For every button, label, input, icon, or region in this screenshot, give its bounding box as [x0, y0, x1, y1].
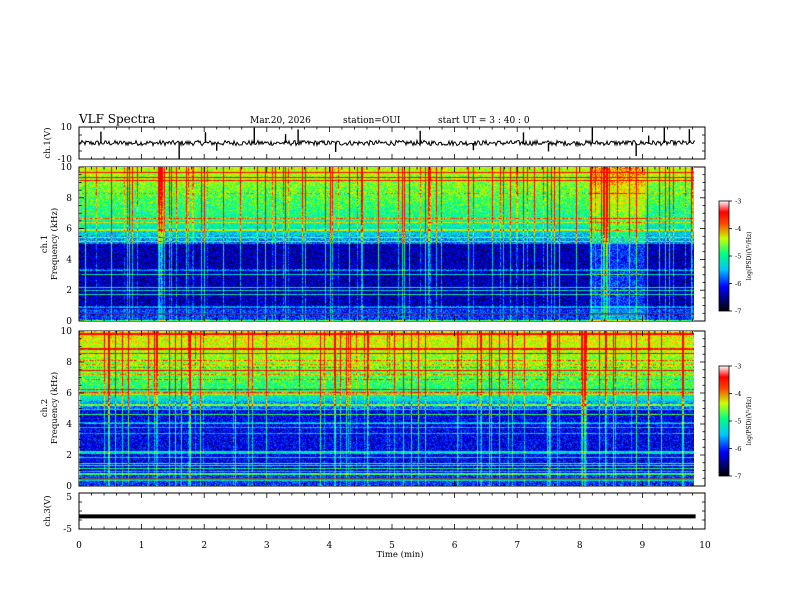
colorbar-tick-label: -6 [735, 280, 741, 288]
colorbar-tick-label: -5 [735, 418, 741, 426]
x-tick-label: 1 [139, 541, 145, 551]
x-tick-label: 9 [640, 541, 646, 551]
colorbar-tick-label: -5 [735, 253, 741, 261]
ch2-colorbar: -3 -4 -5 -6 -7 log(PSD)(V²/Hz) [719, 363, 753, 481]
ch2-spectrogram-panel: 0 2 4 6 8 10 ch.2 Frequency (kHz) [40, 327, 705, 492]
ch2-colorbar-label: log(PSD)(V²/Hz) [746, 397, 753, 446]
y-tick-label: 0 [66, 317, 72, 327]
x-tick-label: 7 [514, 541, 520, 551]
ch1-ytick-top: 10 [61, 123, 73, 133]
y-tick-label: 4 [66, 255, 72, 265]
y-tick-label: 10 [61, 163, 73, 173]
ch1-spec-ylabel: Frequency (kHz) [49, 208, 60, 280]
ch1-ylabel: ch.1(V) [42, 127, 53, 158]
figure: VLF Spectra Mar.20, 2026 station=OUI sta… [0, 0, 792, 612]
colorbar-tick-label: -7 [735, 308, 741, 316]
colorbar-tick-label: -3 [735, 198, 741, 206]
x-axis-label: Time (min) [376, 549, 423, 560]
y-tick-label: 8 [66, 194, 72, 204]
x-tick-label: 2 [201, 541, 207, 551]
ch1-spectrogram-panel: 0 2 4 6 8 10 ch.1 Frequency (kHz) [40, 163, 705, 327]
ch3-ylabel: ch.3(V) [42, 495, 53, 526]
colorbar-tick-label: -4 [735, 390, 741, 398]
y-tick-label: 8 [66, 358, 72, 368]
colorbar-tick-label: -4 [735, 225, 741, 233]
y-tick-label: 6 [66, 389, 72, 399]
ch1-colorbar-label: log(PSD)(V²/Hz) [746, 232, 753, 281]
x-tick-label: 4 [327, 541, 333, 551]
y-tick-label: 2 [66, 286, 72, 296]
x-tick-label: 3 [264, 541, 270, 551]
ch1-colorbar: -3 -4 -5 -6 -7 log(PSD)(V²/Hz) [719, 198, 753, 316]
header-date: Mar.20, 2026 [250, 116, 311, 126]
chart-title: VLF Spectra [78, 112, 155, 126]
x-tick-label: 0 [76, 541, 82, 551]
header-start-time: start UT = 3 : 40 : 0 [438, 116, 530, 126]
ch2-spectrogram-image [79, 331, 694, 486]
x-tick-label: 6 [452, 541, 458, 551]
colorbar-tick-label: -3 [735, 363, 741, 371]
ch3-ytick-top: 5 [66, 493, 72, 503]
y-tick-label: 10 [61, 327, 73, 337]
ch3-ytick-bottom: -5 [63, 525, 72, 535]
header-station: station=OUI [343, 116, 401, 126]
y-tick-label: 4 [66, 420, 72, 430]
ch1-spec-ylabel-channel: ch.1 [40, 235, 50, 253]
y-tick-label: 6 [66, 225, 72, 235]
colorbar-tick-label: -7 [735, 473, 741, 481]
y-tick-label: 2 [66, 451, 72, 461]
ch2-spec-ylabel-channel: ch.2 [40, 399, 50, 417]
y-tick-label: 0 [66, 482, 72, 492]
x-tick-label: 8 [577, 541, 583, 551]
colorbar-tick-label: -6 [735, 445, 741, 453]
ch2-spec-ylabel: Frequency (kHz) [49, 372, 60, 444]
x-tick-label: 10 [699, 541, 711, 551]
ch1-spectrogram-image [79, 167, 694, 321]
